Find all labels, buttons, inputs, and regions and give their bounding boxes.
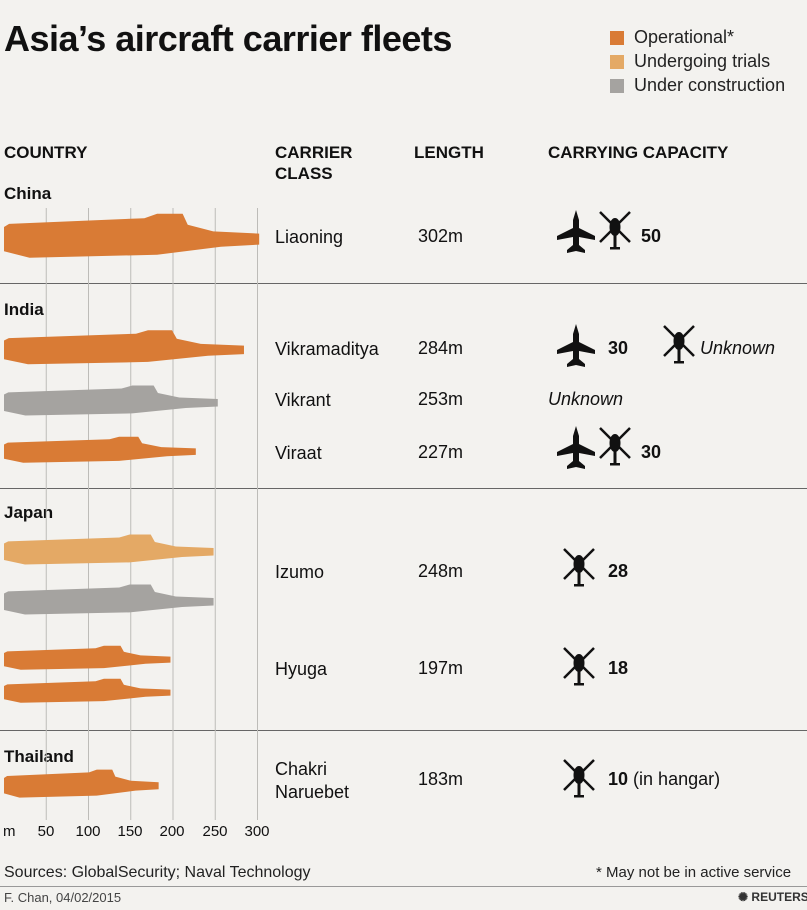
x-tick-label: 150 bbox=[117, 823, 143, 840]
header-carrier-class: CARRIER CLASS bbox=[275, 143, 353, 183]
carrier-bar-vikramaditya bbox=[4, 330, 244, 365]
capacity-vikrant: Unknown bbox=[548, 389, 624, 409]
country-label-japan: Japan bbox=[4, 503, 54, 522]
carrier-bars bbox=[4, 213, 260, 798]
capacity-vikramaditya-helis: Unknown bbox=[700, 338, 776, 358]
legend-swatch-construction bbox=[610, 79, 624, 93]
carrier-bar-chakri-naruebet bbox=[4, 769, 159, 798]
legend-label-trials: Undergoing trials bbox=[634, 51, 771, 71]
capacity-vikramaditya-planes: 30 bbox=[608, 338, 629, 358]
fighter-jet-icon bbox=[556, 426, 596, 470]
country-label-india: India bbox=[4, 300, 44, 319]
carrier-bar-izumo bbox=[4, 534, 214, 565]
helicopter-icon bbox=[662, 322, 696, 368]
class-label-vikramaditya: Vikramaditya bbox=[275, 339, 379, 359]
sources-note: Sources: GlobalSecurity; Naval Technolog… bbox=[4, 864, 311, 881]
length-vikramaditya: 284m bbox=[418, 338, 464, 358]
helicopter-icon bbox=[562, 644, 596, 690]
capacity-chakri: 10 (in hangar) bbox=[608, 769, 720, 790]
class-label-chakri-line2: Naruebet bbox=[275, 782, 350, 802]
class-label-viraat: Viraat bbox=[275, 443, 322, 463]
legend-swatch-trials bbox=[610, 55, 624, 69]
carrier-bar-izumo bbox=[4, 584, 214, 615]
fighter-jet-icon bbox=[556, 324, 596, 368]
capacity-liaoning: 50 bbox=[641, 226, 662, 246]
carrier-length-chart bbox=[4, 208, 260, 820]
x-tick-label: 50 bbox=[37, 823, 55, 840]
x-tick-label: 300 bbox=[244, 823, 270, 840]
carrier-bar-hyuga bbox=[4, 678, 171, 703]
credit: F. Chan, 04/02/2015 bbox=[4, 890, 122, 905]
capacity-hyuga: 18 bbox=[608, 658, 629, 678]
class-label-liaoning: Liaoning bbox=[275, 227, 344, 247]
capacity-chakri-note: (in hangar) bbox=[633, 769, 721, 789]
section-divider bbox=[0, 283, 807, 284]
brand-name: REUTERS bbox=[751, 890, 807, 904]
carrier-bar-viraat bbox=[4, 436, 196, 463]
page-title: Asia’s aircraft carrier fleets bbox=[4, 18, 452, 59]
country-label-thailand: Thailand bbox=[4, 747, 74, 766]
header-capacity: CARRYING CAPACITY bbox=[548, 143, 729, 162]
legend-label-operational: Operational* bbox=[634, 27, 735, 47]
length-izumo: 248m bbox=[418, 561, 464, 581]
length-vikrant: 253m bbox=[418, 389, 464, 409]
legend-swatch-operational bbox=[610, 31, 624, 45]
brand-logo: ✺ REUTERS bbox=[738, 890, 807, 904]
class-label-izumo: Izumo bbox=[275, 562, 325, 582]
helicopter-icon bbox=[562, 756, 596, 802]
helicopter-icon bbox=[562, 545, 596, 591]
length-chakri: 183m bbox=[418, 769, 464, 789]
length-hyuga: 197m bbox=[418, 658, 464, 678]
section-divider bbox=[0, 488, 807, 489]
helicopter-icon bbox=[598, 424, 632, 470]
fighter-jet-icon bbox=[556, 210, 596, 254]
class-label-vikrant: Vikrant bbox=[275, 390, 331, 410]
legend-label-construction: Under construction bbox=[634, 75, 786, 95]
carrier-bar-liaoning bbox=[4, 213, 260, 258]
header-country: COUNTRY bbox=[4, 143, 88, 162]
x-tick-label: 200 bbox=[159, 823, 185, 840]
carrier-bar-hyuga bbox=[4, 645, 171, 670]
helicopter-icon bbox=[598, 208, 632, 254]
length-viraat: 227m bbox=[418, 442, 464, 462]
section-divider bbox=[0, 730, 807, 731]
class-label-hyuga: Hyuga bbox=[275, 659, 328, 679]
header-length: LENGTH bbox=[414, 143, 484, 162]
footnote: * May not be in active service bbox=[596, 864, 792, 881]
x-tick-label: 100 bbox=[75, 823, 101, 840]
capacity-chakri-value: 10 bbox=[608, 769, 629, 789]
gridlines bbox=[45, 208, 258, 820]
x-tick-label: 250 bbox=[202, 823, 228, 840]
capacity-viraat: 30 bbox=[641, 442, 662, 462]
country-label-china: China bbox=[4, 184, 52, 203]
x-axis-unit: m bbox=[3, 823, 16, 840]
reuters-logo-icon: ✺ bbox=[738, 890, 749, 904]
class-label-chakri-line1: Chakri bbox=[275, 759, 328, 779]
capacity-izumo: 28 bbox=[608, 561, 629, 581]
length-liaoning: 302m bbox=[418, 226, 464, 246]
carrier-bar-vikrant bbox=[4, 385, 218, 416]
footer-divider bbox=[0, 886, 807, 887]
